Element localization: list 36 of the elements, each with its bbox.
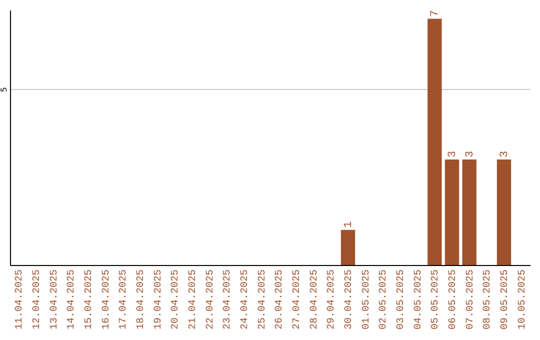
x-tick-label: 27.04.2025 xyxy=(292,270,303,330)
x-tick-label: 05.05.2025 xyxy=(430,270,442,330)
x-tick-label: 06.05.2025 xyxy=(448,270,459,330)
x-tick-label: 14.04.2025 xyxy=(66,270,78,330)
x-tick-label: 19.04.2025 xyxy=(153,270,164,330)
x-tick-label: 21.04.2025 xyxy=(188,270,199,330)
data-label: 3 xyxy=(464,150,476,158)
data-label: 7 xyxy=(430,10,442,17)
y-tick-label: 5 xyxy=(0,87,8,92)
x-tick-label: 01.05.2025 xyxy=(361,270,372,330)
x-tick-label: 23.04.2025 xyxy=(222,270,234,330)
x-tick-label: 25.04.2025 xyxy=(257,270,268,330)
x-tick-label: 26.04.2025 xyxy=(274,270,286,330)
x-tick-label: 13.04.2025 xyxy=(49,270,60,330)
x-tick-label: 29.04.2025 xyxy=(326,270,338,330)
x-tick-label: 15.04.2025 xyxy=(84,270,95,330)
x-tick-label: 03.05.2025 xyxy=(396,270,407,330)
x-tick-label: 30.04.2025 xyxy=(344,270,355,330)
x-tick-label: 10.05.2025 xyxy=(517,270,528,330)
data-label: 3 xyxy=(499,150,511,158)
x-tick-label: 08.05.2025 xyxy=(482,270,494,330)
x-tick-label: 02.05.2025 xyxy=(378,270,390,330)
x-tick-label: 16.04.2025 xyxy=(101,270,112,330)
x-tick-label: 09.05.2025 xyxy=(500,270,511,330)
x-tick-label: 20.04.2025 xyxy=(170,270,182,330)
x-tick-label: 28.04.2025 xyxy=(309,270,320,330)
x-tick-label: 18.04.2025 xyxy=(136,270,147,330)
x-tick-label: 07.05.2025 xyxy=(465,270,476,330)
x-tick-label: 11.04.2025 xyxy=(14,270,26,330)
x-tick-label: 04.05.2025 xyxy=(413,270,424,330)
x-tick-label: 24.04.2025 xyxy=(240,270,251,330)
data-label: 1 xyxy=(343,220,355,228)
x-tick-label: 22.04.2025 xyxy=(205,270,216,330)
x-tick-label: 17.04.2025 xyxy=(118,270,130,330)
x-tick-label: 12.04.2025 xyxy=(32,270,43,330)
data-label: 3 xyxy=(447,150,459,158)
